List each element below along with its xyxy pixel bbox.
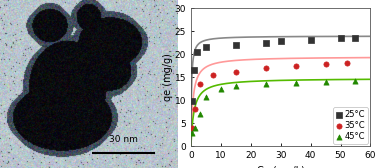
25°C: [263, 41, 269, 44]
45°C: [322, 80, 328, 83]
25°C: [233, 44, 239, 47]
35°C: [322, 62, 328, 65]
35°C: [293, 65, 299, 67]
Text: 30 nm: 30 nm: [109, 135, 138, 144]
35°C: [192, 108, 198, 111]
45°C: [189, 132, 195, 135]
45°C: [203, 95, 209, 98]
45°C: [192, 127, 198, 129]
45°C: [352, 80, 358, 82]
45°C: [293, 81, 299, 84]
Legend: 25°C, 35°C, 45°C: 25°C, 35°C, 45°C: [333, 108, 368, 144]
45°C: [218, 87, 224, 90]
45°C: [233, 85, 239, 88]
25°C: [203, 46, 209, 49]
25°C: [308, 38, 314, 41]
25°C: [338, 37, 344, 40]
25°C: [277, 39, 284, 42]
35°C: [233, 70, 239, 73]
25°C: [352, 37, 358, 40]
35°C: [263, 67, 269, 69]
35°C: [189, 127, 195, 129]
45°C: [263, 83, 269, 86]
25°C: [189, 100, 195, 102]
35°C: [344, 61, 350, 64]
35°C: [210, 74, 216, 76]
Y-axis label: qe (mg/g): qe (mg/g): [163, 53, 173, 101]
X-axis label: Ce (mg/L): Ce (mg/L): [257, 166, 305, 168]
25°C: [191, 69, 197, 72]
25°C: [194, 51, 200, 53]
45°C: [197, 113, 203, 115]
35°C: [197, 83, 203, 86]
